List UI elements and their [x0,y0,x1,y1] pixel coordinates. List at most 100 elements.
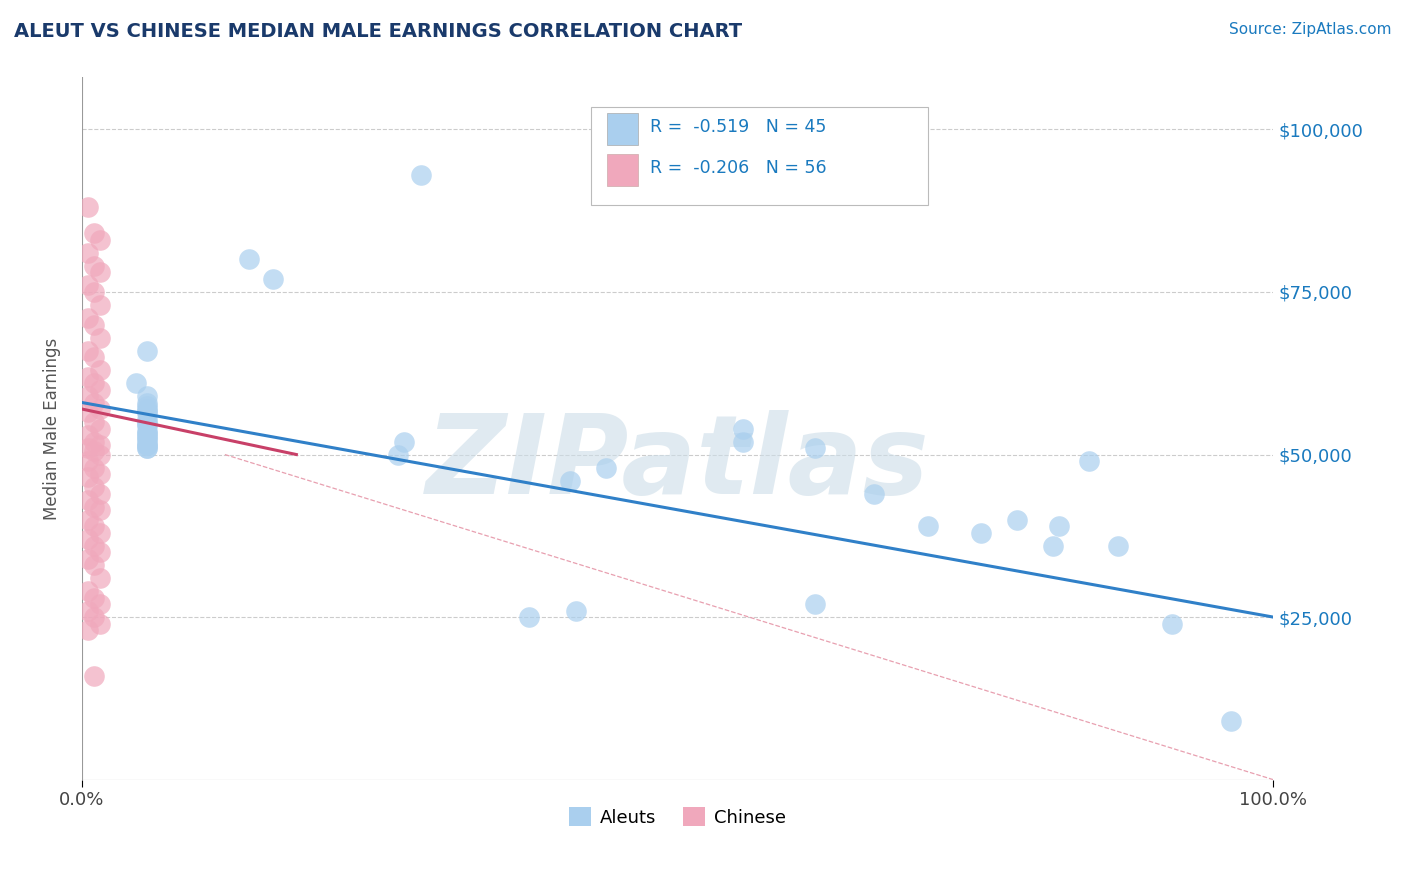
Point [136,402,159,417]
Point [77,623,100,637]
Point [1107,539,1129,553]
Point [136,428,159,442]
Point [136,418,159,433]
Point [77,493,100,508]
Point [517,610,540,624]
Point [136,418,159,433]
Point [77,201,100,215]
Point [83,376,105,390]
Point [136,415,159,429]
Point [863,486,886,500]
Point [83,444,105,458]
Point [238,252,260,267]
Point [77,343,100,358]
Point [136,425,159,439]
Point [970,525,993,540]
Point [89,545,111,559]
Point [83,434,105,449]
Point [124,376,146,390]
Point [83,500,105,514]
Point [1005,512,1028,526]
Point [77,551,100,566]
Point [77,389,100,403]
Point [89,525,111,540]
Text: Source: ZipAtlas.com: Source: ZipAtlas.com [1229,22,1392,37]
Point [89,467,111,481]
Point [803,597,825,611]
Point [77,454,100,468]
Point [1220,714,1243,728]
Point [83,519,105,533]
Point [83,395,105,409]
Point [89,330,111,344]
Point [1077,454,1099,468]
Text: R =  -0.206   N = 56: R = -0.206 N = 56 [650,159,827,177]
Point [136,438,159,452]
Point [136,441,159,455]
Point [89,421,111,435]
Point [136,389,159,403]
Point [83,668,105,682]
Point [136,395,159,409]
Point [917,519,939,533]
Text: R =  -0.519   N = 45: R = -0.519 N = 45 [650,118,825,136]
Point [83,480,105,494]
Point [77,441,100,455]
Point [387,448,409,462]
Point [1160,616,1182,631]
Point [136,431,159,445]
Point [83,460,105,475]
Point [83,350,105,364]
Point [136,434,159,449]
Point [77,428,100,442]
Point [565,603,588,617]
Point [136,399,159,413]
Point [89,402,111,417]
Point [83,539,105,553]
Point [77,405,100,419]
Point [77,278,100,293]
Point [595,460,617,475]
Point [83,259,105,273]
Point [77,311,100,326]
Point [83,591,105,605]
Point [89,233,111,247]
Point [89,298,111,312]
Point [83,415,105,429]
Point [77,584,100,599]
Point [731,434,754,449]
Point [560,474,582,488]
Point [1042,539,1064,553]
Point [136,441,159,455]
Point [89,363,111,377]
Text: ZIPatlas: ZIPatlas [426,410,929,517]
Point [136,411,159,425]
Point [89,486,111,500]
Text: ALEUT VS CHINESE MEDIAN MALE EARNINGS CORRELATION CHART: ALEUT VS CHINESE MEDIAN MALE EARNINGS CO… [14,22,742,41]
Point [136,431,159,445]
Point [262,272,284,286]
Point [89,597,111,611]
Point [89,383,111,397]
Point [77,512,100,526]
Point [392,434,415,449]
Point [89,438,111,452]
Point [83,318,105,332]
Point [136,405,159,419]
Point [77,369,100,384]
Point [136,425,159,439]
Point [83,558,105,572]
Point [77,246,100,260]
Point [89,265,111,279]
Point [136,405,159,419]
Point [83,610,105,624]
Point [89,616,111,631]
Point [89,571,111,585]
Y-axis label: Median Male Earnings: Median Male Earnings [44,337,60,520]
Point [411,168,433,182]
Point [731,421,754,435]
Point [89,448,111,462]
Point [83,285,105,299]
Point [1047,519,1070,533]
Point [77,470,100,484]
